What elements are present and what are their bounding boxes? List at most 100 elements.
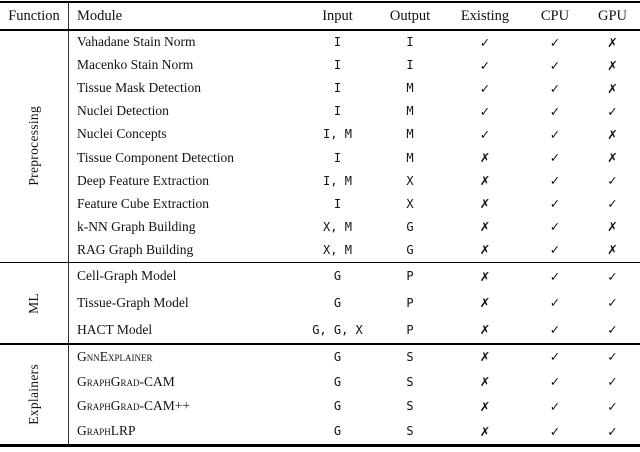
gpu-mark: ✓ xyxy=(607,196,618,212)
header-existing: Existing xyxy=(460,7,510,24)
output-value: P xyxy=(406,295,414,310)
existing-mark: ✓ xyxy=(479,103,491,119)
cpu-mark: ✓ xyxy=(549,196,561,212)
header-rule xyxy=(0,29,640,31)
output-value: X xyxy=(406,196,414,211)
table-row: GraphGrad-CAM++ G S ✗ ✓ ✓ xyxy=(69,395,640,418)
header-input: Input xyxy=(322,7,353,24)
table-row: Cell-Graph Model G P ✗ ✓ ✓ xyxy=(69,265,640,288)
section-separator xyxy=(0,261,640,263)
module-name: k-NN Graph Building xyxy=(77,218,196,234)
input-value: I xyxy=(333,104,342,119)
module-name: Tissue-Graph Model xyxy=(77,294,189,310)
gpu-mark: ✓ xyxy=(607,349,618,365)
existing-mark: ✗ xyxy=(479,295,491,311)
section-preprocessing: Preprocessing Vahadane Stain Norm I I ✓ … xyxy=(0,30,640,262)
cpu-mark: ✓ xyxy=(549,423,561,439)
table-row: k-NN Graph Building X, M G ✗ ✓ ✗ xyxy=(69,216,640,239)
table-row: HACT Model G, G, X P ✗ ✓ ✓ xyxy=(69,318,640,341)
gpu-mark: ✗ xyxy=(607,34,618,50)
input-value: I xyxy=(333,58,342,73)
gpu-mark: ✓ xyxy=(607,268,618,284)
gpu-mark: ✗ xyxy=(607,150,618,166)
gpu-mark: ✗ xyxy=(607,126,618,142)
existing-mark: ✗ xyxy=(479,322,491,338)
existing-mark: ✗ xyxy=(479,150,491,166)
input-value: G xyxy=(333,424,342,439)
output-value: G xyxy=(406,219,414,234)
input-value: G xyxy=(333,349,342,364)
module-name: GraphGrad-CAM xyxy=(77,373,175,389)
table-row: GraphGrad-CAM G S ✗ ✓ ✓ xyxy=(69,370,640,393)
existing-mark: ✗ xyxy=(479,349,491,365)
input-value: I xyxy=(333,196,342,211)
module-name: Macenko Stain Norm xyxy=(77,57,194,73)
section-ml: ML Cell-Graph Model G P ✗ ✓ ✓ Tissue-Gra… xyxy=(0,263,640,343)
top-rule xyxy=(0,1,640,3)
input-value: I, M xyxy=(323,127,352,142)
module-name: Cell-Graph Model xyxy=(77,268,177,284)
input-value: G xyxy=(333,374,342,389)
table-header-row: Function Module Input Output Existing CP… xyxy=(0,3,640,29)
gpu-mark: ✗ xyxy=(607,57,618,73)
gpu-mark: ✗ xyxy=(607,219,618,235)
table-row: Deep Feature Extraction I, M X ✗ ✓ ✓ xyxy=(69,169,640,192)
module-name: Vahadane Stain Norm xyxy=(77,34,196,50)
cpu-mark: ✓ xyxy=(549,126,561,142)
table-row: RAG Graph Building X, M G ✗ ✓ ✗ xyxy=(69,239,640,262)
input-value: G xyxy=(333,399,342,414)
cpu-mark: ✓ xyxy=(549,322,561,338)
cpu-mark: ✓ xyxy=(549,173,561,189)
existing-mark: ✗ xyxy=(479,242,491,258)
table-row: Tissue Component Detection I M ✗ ✓ ✗ xyxy=(69,146,640,169)
module-name: RAG Graph Building xyxy=(77,241,194,257)
bottom-rule xyxy=(0,443,640,447)
existing-mark: ✗ xyxy=(479,398,491,414)
existing-mark: ✗ xyxy=(479,374,491,390)
cpu-mark: ✓ xyxy=(549,150,561,166)
output-value: S xyxy=(406,399,414,414)
input-value: I, M xyxy=(323,173,352,188)
module-name: GraphGrad-CAM++ xyxy=(77,398,190,414)
module-name: Deep Feature Extraction xyxy=(77,172,209,188)
gpu-mark: ✓ xyxy=(607,103,618,119)
module-name: Tissue Component Detection xyxy=(77,149,234,165)
gpu-mark: ✓ xyxy=(607,322,618,338)
output-value: X xyxy=(406,173,414,188)
input-value: G xyxy=(333,295,342,310)
output-value: M xyxy=(406,127,414,142)
input-value: G, G, X xyxy=(312,322,363,337)
output-value: G xyxy=(406,242,414,257)
module-name: HACT Model xyxy=(77,321,153,337)
function-label-cell: ML xyxy=(0,263,69,343)
existing-mark: ✓ xyxy=(479,57,491,73)
function-label-ml: ML xyxy=(26,292,41,314)
existing-mark: ✗ xyxy=(479,173,491,189)
cpu-mark: ✓ xyxy=(549,34,561,50)
input-value: X, M xyxy=(323,242,352,257)
output-value: P xyxy=(406,269,414,284)
table-row: Tissue-Graph Model G P ✗ ✓ ✓ xyxy=(69,292,640,315)
existing-mark: ✓ xyxy=(479,34,491,50)
gpu-mark: ✗ xyxy=(607,80,618,96)
function-label-cell: Preprocessing xyxy=(0,30,69,262)
cpu-mark: ✓ xyxy=(549,103,561,119)
table-row: GraphLRP G S ✗ ✓ ✓ xyxy=(69,420,640,443)
gpu-mark: ✓ xyxy=(607,398,618,414)
input-value: G xyxy=(333,269,342,284)
existing-mark: ✗ xyxy=(479,219,491,235)
module-name: Nuclei Detection xyxy=(77,103,169,119)
existing-mark: ✗ xyxy=(479,196,491,212)
output-value: I xyxy=(406,58,414,73)
output-value: S xyxy=(406,374,414,389)
table-row: Tissue Mask Detection I M ✓ ✓ ✗ xyxy=(69,77,640,100)
output-value: S xyxy=(406,349,414,364)
gpu-mark: ✗ xyxy=(607,242,618,258)
header-gpu: GPU xyxy=(597,7,627,24)
existing-mark: ✓ xyxy=(479,126,491,142)
existing-mark: ✗ xyxy=(479,268,491,284)
gpu-mark: ✓ xyxy=(607,374,618,390)
cpu-mark: ✓ xyxy=(549,242,561,258)
output-value: S xyxy=(406,424,414,439)
